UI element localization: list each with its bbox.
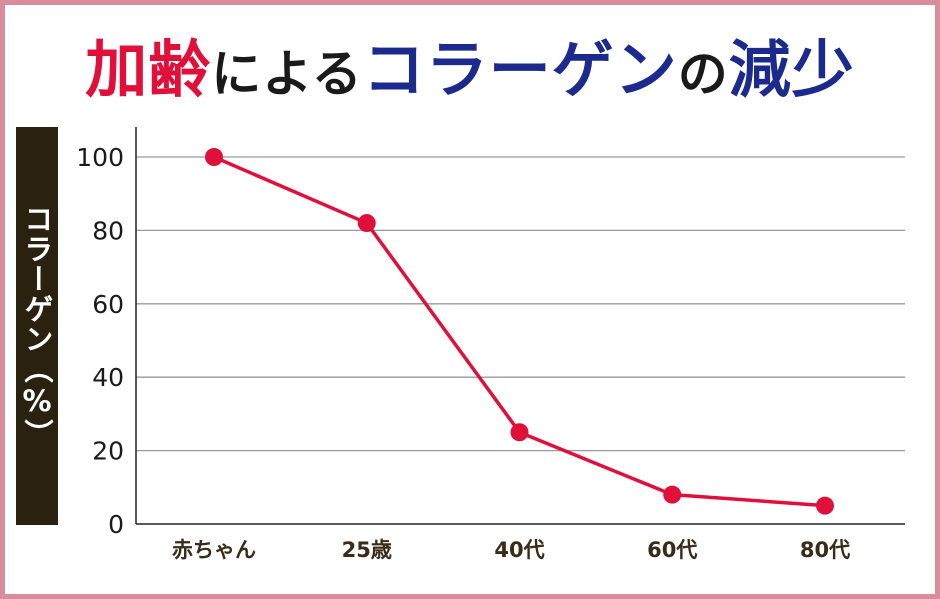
gridlines [136, 156, 905, 452]
series-line [213, 155, 826, 508]
data-point-0 [205, 148, 223, 166]
x-tick-label-2: 40代 [494, 538, 544, 562]
title-part-aging: 加齢 [85, 33, 212, 106]
chart-title: 加齢によるコラーゲンの減少 [0, 30, 940, 114]
x-tick-label-3: 60代 [647, 538, 697, 562]
title-part-collagen: コラーゲン [362, 33, 678, 106]
title-part-by: による [211, 45, 363, 103]
data-points [205, 148, 834, 515]
data-point-4 [816, 496, 834, 515]
series-line-group [213, 155, 826, 508]
x-tick-label-1: 25歳 [342, 538, 392, 562]
y-axis-label: コラーゲン（%） [20, 203, 54, 449]
y-tick-label-0: 0 [108, 510, 124, 539]
y-tick-label-20: 20 [92, 437, 124, 466]
y-tick-labels: 0 20 40 60 80 100 [76, 143, 124, 539]
axes [135, 127, 905, 525]
x-tick-labels: 赤ちゃん 25歳 40代 60代 80代 [172, 538, 850, 562]
y-tick-label-60: 60 [92, 290, 124, 319]
data-point-2 [510, 423, 529, 442]
x-tick-label-4: 80代 [800, 538, 850, 562]
data-point-3 [663, 485, 682, 504]
data-point-1 [357, 214, 376, 233]
y-tick-label-40: 40 [92, 363, 124, 392]
y-axis-label-box: コラーゲン（%） [16, 127, 58, 525]
title-part-decrease: 減少 [728, 33, 855, 106]
x-tick-label-0: 赤ちゃん [172, 538, 256, 562]
y-tick-label-100: 100 [76, 143, 124, 172]
title-part-of: の [677, 45, 729, 103]
y-tick-label-80: 80 [92, 216, 124, 245]
